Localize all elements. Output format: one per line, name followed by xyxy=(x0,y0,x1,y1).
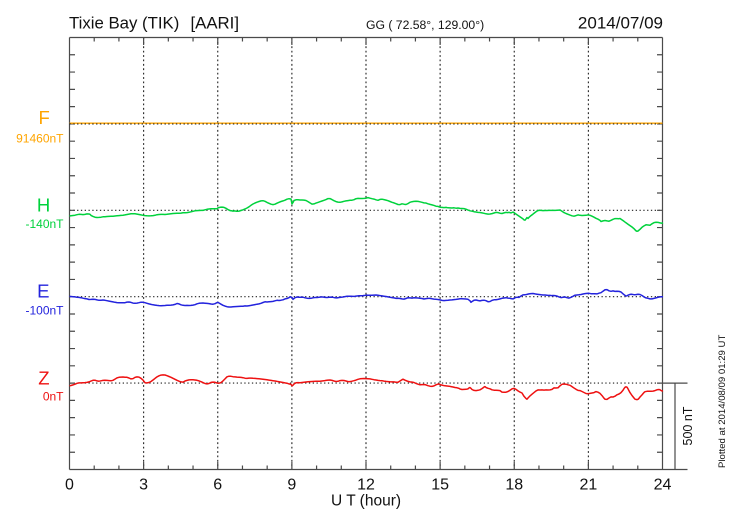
svg-text:F: F xyxy=(38,107,49,128)
svg-text:Z: Z xyxy=(38,367,49,388)
svg-text:9: 9 xyxy=(287,476,296,493)
svg-text:18: 18 xyxy=(505,476,523,493)
svg-text:-140nT: -140nT xyxy=(25,217,64,231)
svg-text:500 nT: 500 nT xyxy=(681,406,695,445)
svg-text:[AARI]: [AARI] xyxy=(191,14,240,33)
svg-text:6: 6 xyxy=(213,476,222,493)
svg-text:21: 21 xyxy=(579,476,597,493)
svg-text:24: 24 xyxy=(654,476,672,493)
svg-text:15: 15 xyxy=(431,476,449,493)
svg-text:3: 3 xyxy=(139,476,148,493)
svg-text:0nT: 0nT xyxy=(43,390,64,404)
svg-text:0: 0 xyxy=(65,476,74,493)
svg-text:12: 12 xyxy=(357,476,375,493)
svg-text:U T (hour): U T (hour) xyxy=(331,493,401,510)
svg-text:E: E xyxy=(37,281,49,302)
svg-text:Tixie Bay (TIK): Tixie Bay (TIK) xyxy=(69,14,179,33)
svg-text:91460nT: 91460nT xyxy=(16,132,64,146)
svg-text:-100nT: -100nT xyxy=(25,304,64,318)
svg-text:2014/07/09: 2014/07/09 xyxy=(578,14,663,33)
svg-text:GG ( 72.58°, 129.00°): GG ( 72.58°, 129.00°) xyxy=(366,18,484,32)
svg-text:Plotted at 2014/08/09 01:29 UT: Plotted at 2014/08/09 01:29 UT xyxy=(717,335,728,468)
svg-text:H: H xyxy=(37,194,50,215)
